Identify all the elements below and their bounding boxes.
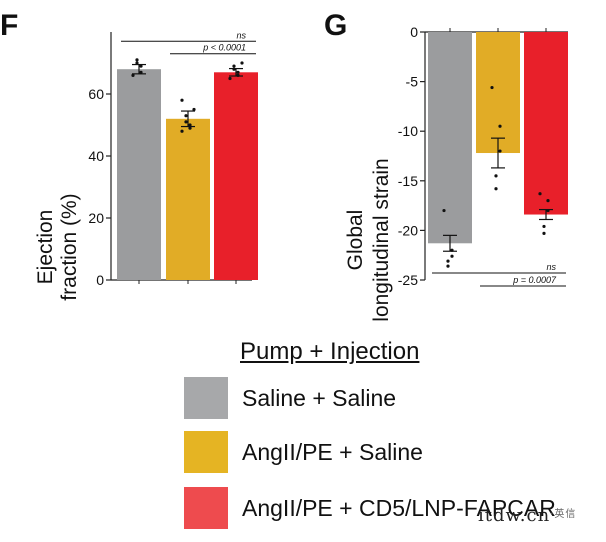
legend-swatch-red — [184, 487, 228, 529]
data-point — [240, 61, 244, 65]
data-point — [542, 231, 546, 235]
y-tick-label: -20 — [398, 222, 418, 238]
y-tick-label: -15 — [398, 173, 418, 189]
watermark: itdw.cn·英信 — [478, 505, 576, 526]
legend-item-saline-saline: Saline + Saline — [184, 376, 396, 420]
data-point — [232, 64, 236, 68]
data-point — [139, 70, 143, 74]
data-point — [538, 192, 542, 196]
bar-g-1 — [476, 32, 520, 154]
legend-label: Saline + Saline — [242, 384, 397, 411]
bar-g-2 — [524, 32, 568, 215]
data-point — [494, 174, 498, 178]
watermark-text: itdw.cn — [478, 505, 551, 526]
data-point — [184, 114, 188, 118]
panel-letter-g: G — [324, 9, 347, 42]
data-point — [236, 70, 240, 74]
data-point — [546, 199, 550, 203]
data-point — [446, 259, 450, 263]
data-point — [188, 123, 192, 127]
panel-letter-f: F — [0, 9, 18, 42]
legend-item-angii-saline: AngII/PE + Saline — [184, 430, 423, 474]
y-tick-label: 20 — [88, 210, 104, 226]
y-tick-label: 0 — [410, 24, 418, 40]
y-axis-label-line: Ejection — [34, 210, 57, 285]
y-tick-label: 60 — [88, 86, 104, 102]
legend-swatch-gray — [184, 377, 228, 419]
y-tick-label: 0 — [96, 272, 104, 288]
y-tick-label: 40 — [88, 148, 104, 164]
data-point — [180, 98, 184, 102]
data-point — [442, 208, 446, 213]
data-point — [188, 126, 192, 130]
data-point — [180, 129, 184, 133]
watermark-small: ·英信 — [550, 509, 577, 520]
legend-title: Pump + Injection — [240, 338, 420, 365]
legend-label: AngII/PE + CD5/LNP-FAPCAR — [242, 494, 556, 521]
data-point — [184, 120, 188, 124]
y-tick-label: -5 — [406, 74, 419, 90]
bar-f-0 — [117, 69, 161, 280]
legend-label: AngII/PE + Saline — [242, 438, 423, 465]
significance-label: p < 0.0001 — [202, 43, 246, 53]
data-point — [498, 149, 502, 153]
data-point — [192, 107, 196, 112]
bar-g-0 — [428, 32, 472, 244]
bar-f-2 — [214, 72, 258, 280]
data-point — [131, 73, 135, 77]
data-point — [450, 254, 454, 258]
data-point — [135, 58, 139, 62]
data-point — [446, 264, 450, 268]
bar-f-1 — [166, 118, 210, 280]
data-point — [498, 124, 502, 128]
y-tick-label: -10 — [398, 123, 418, 139]
data-point — [135, 61, 139, 65]
significance-label: p = 0.0007 — [512, 275, 557, 285]
data-point — [139, 64, 143, 68]
y-axis-label-line: longitudinal strain — [370, 158, 393, 321]
data-point — [228, 76, 232, 81]
y-axis-label-line: Global — [344, 210, 367, 271]
significance-label: ns — [546, 262, 556, 272]
data-point — [542, 224, 546, 229]
significance-label: ns — [236, 30, 246, 40]
y-tick-label: -25 — [398, 272, 418, 288]
data-point — [490, 85, 494, 90]
data-point — [494, 187, 498, 191]
y-axis-label-line: fraction (%) — [58, 193, 81, 300]
legend-item-angii-fapcar: AngII/PE + CD5/LNP-FAPCAR — [184, 486, 556, 530]
legend-swatch-yellow — [184, 431, 228, 473]
